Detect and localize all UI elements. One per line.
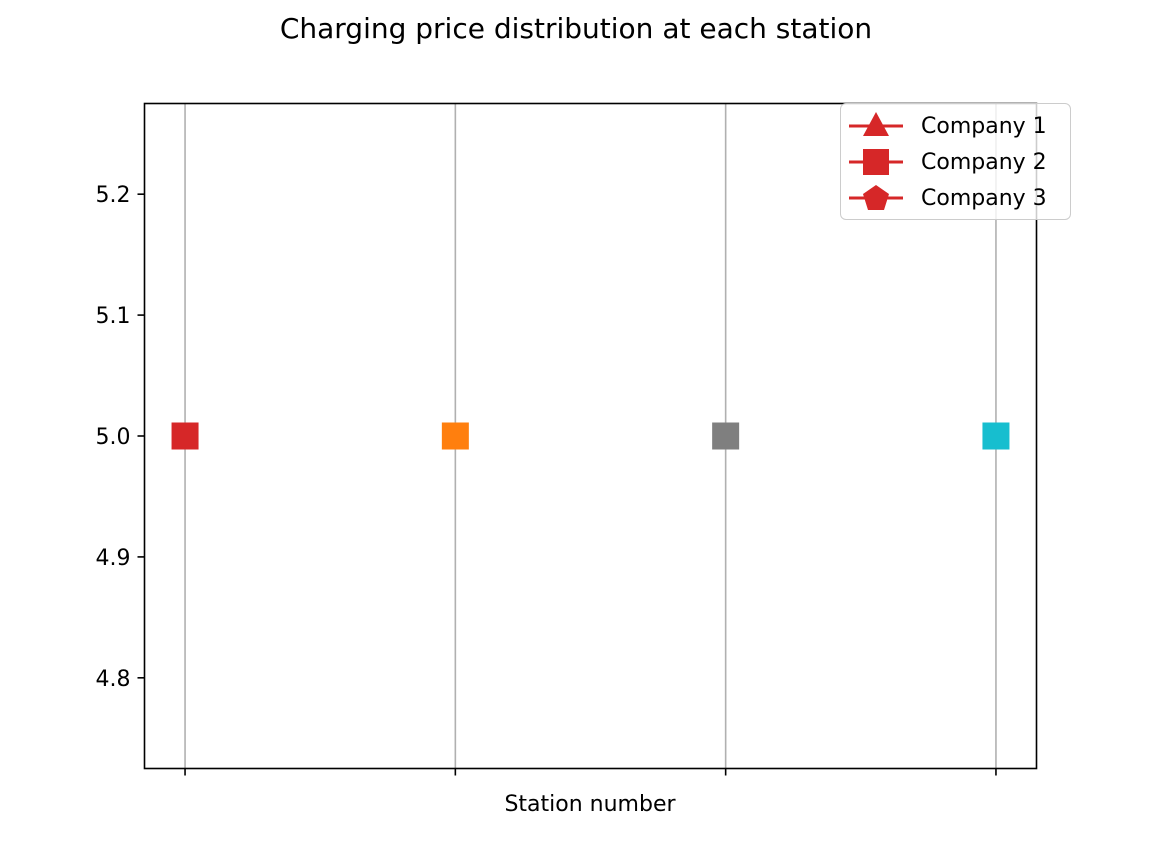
legend-item-company-3: Company 3 [841, 180, 1070, 216]
data-point [171, 422, 199, 450]
legend-label: Company 1 [921, 114, 1047, 139]
triangle-marker-icon [849, 112, 903, 136]
data-point [982, 422, 1010, 450]
x-axis-ticks [184, 768, 997, 776]
legend-label: Company 2 [921, 150, 1047, 175]
chart-title: Charging price distribution at each stat… [279, 12, 873, 45]
x-axis-label: Station number [504, 792, 676, 817]
legend-marker-square [863, 149, 889, 175]
y-axis-ticks: 4.8 4.9 5.0 5.1 5.2 [96, 183, 145, 692]
pentagon-marker-icon [849, 185, 903, 210]
legend-item-company-2: Company 2 [841, 144, 1070, 180]
legend-label: Company 3 [921, 186, 1047, 211]
y-tick-label: 4.8 [96, 667, 131, 692]
data-point [441, 422, 469, 450]
square-marker-icon [849, 149, 903, 175]
legend-item-company-1: Company 1 [841, 108, 1070, 144]
y-tick-label: 5.1 [96, 304, 131, 329]
data-point [712, 422, 740, 450]
legend-marker-triangle [863, 112, 889, 136]
y-tick-label: 5.2 [96, 183, 131, 208]
data-points [171, 422, 1010, 450]
legend-marker-pentagon [863, 185, 889, 210]
legend: Company 1 Company 2 Company 3 [840, 103, 1071, 220]
y-tick-label: 5.0 [96, 425, 131, 450]
y-tick-label: 4.9 [96, 546, 131, 571]
